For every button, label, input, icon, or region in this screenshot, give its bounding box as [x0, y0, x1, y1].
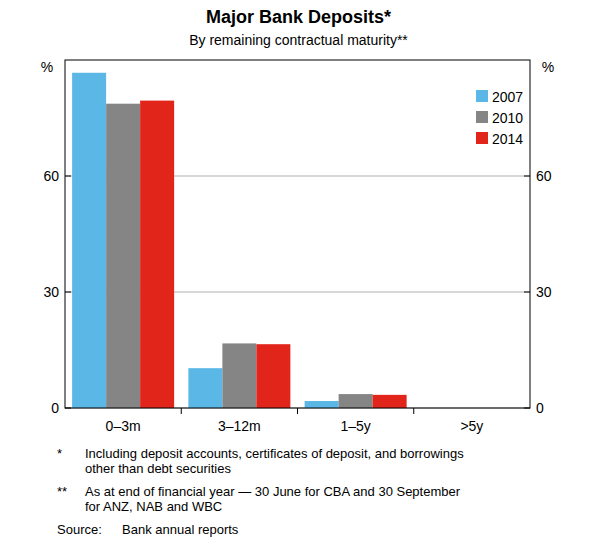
bar [106, 104, 140, 408]
category-label: 0–3m [106, 418, 141, 434]
legend-swatch [476, 111, 488, 123]
note-text: for ANZ, NAB and WBC [85, 499, 222, 514]
y-tick-label-right: 60 [536, 168, 552, 184]
legend-label: 2007 [492, 89, 523, 105]
title: Major Bank Deposits* [206, 7, 391, 27]
y-tick-left [65, 292, 71, 293]
source-label: Source: [57, 522, 102, 537]
y-tick-label-left: 30 [43, 284, 59, 300]
plot-frame [65, 60, 530, 408]
bar [222, 343, 256, 408]
bar [305, 401, 339, 408]
y-tick-label-left: 60 [43, 168, 59, 184]
bar [188, 368, 222, 408]
y-tick-right [524, 292, 530, 293]
legend-label: 2010 [492, 110, 523, 126]
y-tick-left [65, 176, 71, 177]
y-unit-right: % [542, 59, 554, 75]
note-text: other than debt securities [85, 461, 231, 476]
source-text: Bank annual reports [122, 522, 239, 537]
legend-label: 2014 [492, 131, 523, 147]
note-text: As at end of financial year — 30 June fo… [85, 484, 461, 499]
y-tick-label-right: 0 [536, 400, 544, 416]
y-tick-right [524, 176, 530, 177]
note-symbol: ** [57, 484, 67, 499]
category-separator [181, 408, 182, 414]
category-label: >5y [460, 418, 483, 434]
category-label: 3–12m [218, 418, 261, 434]
bar [140, 101, 174, 408]
note-text: Including deposit accounts, certificates… [85, 446, 464, 461]
bar [373, 395, 407, 408]
chart: Major Bank Deposits* By remaining contrac… [0, 0, 597, 542]
note-symbol: * [57, 446, 62, 461]
bar [72, 73, 106, 408]
y-tick-label-left: 0 [51, 400, 59, 416]
subtitle: By remaining contractual maturity** [189, 32, 408, 48]
y-unit-left: % [41, 59, 53, 75]
bars [72, 73, 407, 408]
category-separator [413, 408, 414, 414]
y-tick-label-right: 30 [536, 284, 552, 300]
category-label: 1–5y [340, 418, 370, 434]
bar [256, 344, 290, 408]
legend-swatch [476, 90, 488, 102]
category-separator [297, 408, 298, 414]
legend-swatch [476, 132, 488, 144]
bar [339, 394, 373, 408]
